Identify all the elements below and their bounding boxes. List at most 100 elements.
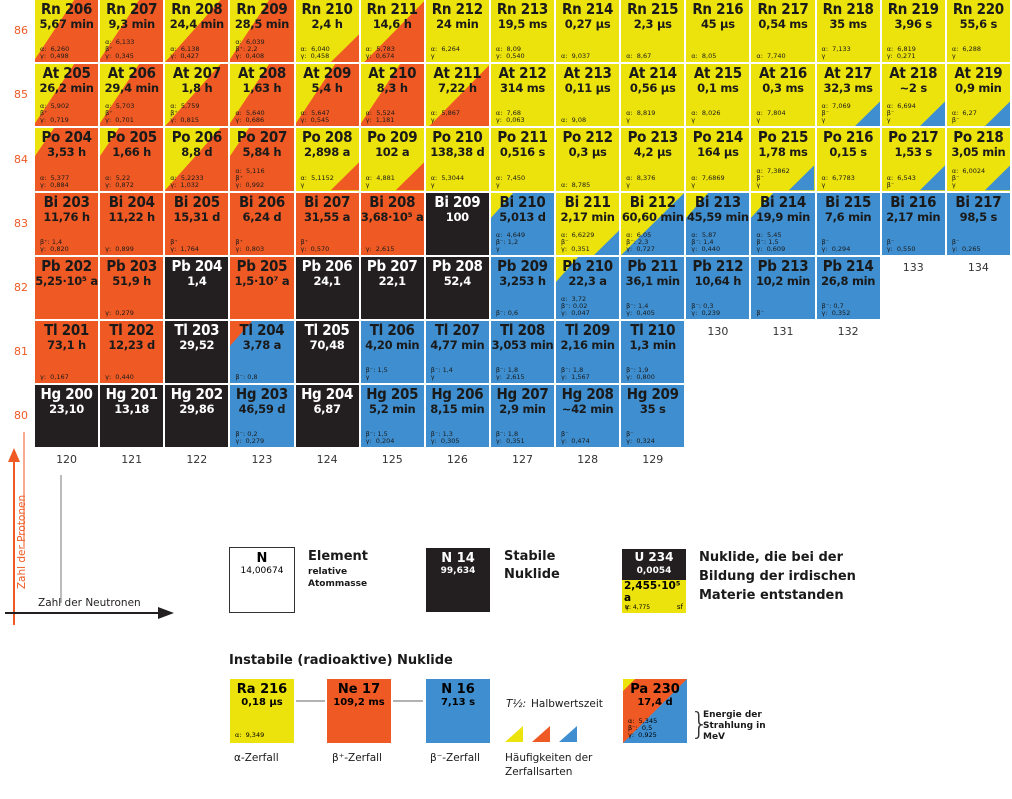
nuclide-energies: γ: 0,167 xyxy=(40,373,69,382)
nuclide-halflife: 31,55 a xyxy=(304,209,351,224)
nuclide-cell: Rn 213 19,5 ms α: 8,09 γ: 0,540 xyxy=(490,0,555,63)
nuclide-name: Bi 211 xyxy=(564,192,611,211)
nuclide-cell: Rn 218 35 ms α: 7,133 γ xyxy=(816,0,880,63)
proton-number-label: 81 xyxy=(14,345,28,359)
nuclide-energies: β⁻ xyxy=(756,308,765,317)
nuclide-energies: α: 5,524 γ: 1,181 xyxy=(365,109,395,125)
protons-axis-arrow xyxy=(8,448,20,462)
nuclide-cell: Tl 206 4,20 min β⁻: 1,5 γ xyxy=(360,321,424,384)
nuclide-halflife: 3,96 s xyxy=(894,17,933,31)
nuclide-halflife: 1,3 min xyxy=(629,338,677,352)
nuclide-cell: Hg 206 8,15 min β⁻: 1,3 γ: 0,305 xyxy=(425,385,489,448)
legend-betaplus-halflife: 109,2 ms xyxy=(333,697,385,708)
nuclide-cell: Tl 202 12,23 d γ: 0,440 xyxy=(100,321,164,384)
nuclide-cell: Pb 211 36,1 min β⁻: 1,4 γ: 0,405 xyxy=(621,256,685,319)
nuclide-halflife: 35 s xyxy=(639,402,666,417)
nuclide-halflife: 2,3 µs xyxy=(633,17,672,31)
nuclide-halflife: 26,2 min xyxy=(39,81,94,96)
nuclide-energies: β⁺ γ: 0,803 xyxy=(235,237,265,253)
nuclide-cell: Tl 209 2,16 min β⁻: 1,8 γ: 1,567 xyxy=(556,321,620,384)
nuclide-cell: Rn 217 0,54 ms α: 7,740 xyxy=(751,0,815,63)
nuclide-energies: α: 6,260 γ: 0,498 xyxy=(40,45,70,61)
nuclide-name: Bi 216 xyxy=(890,192,937,211)
nuclide-halflife: 0,11 µs xyxy=(564,81,611,96)
nuclide-cell: Bi 215 7,6 min β⁻ γ: 0,294 xyxy=(816,192,880,255)
legend-primordial-text-3: Materie entstanden xyxy=(699,588,844,603)
nuclide-halflife: 15,31 d xyxy=(173,209,221,224)
decay-share-triangle xyxy=(686,192,709,218)
neutron-number-label: 128 xyxy=(577,453,599,467)
decay-share-triangle xyxy=(621,192,685,255)
legend-betaplus-box: Ne 17 109,2 ms xyxy=(327,679,391,743)
nuclide-halflife: 22,3 a xyxy=(568,273,607,288)
decay-share-triangle xyxy=(35,0,75,60)
neutron-number-label: 121 xyxy=(121,453,143,467)
legend-stable-title-1: Stabile xyxy=(504,549,556,564)
nuclide-halflife: 29,86 xyxy=(179,402,215,417)
nuclide-name: Tl 205 xyxy=(304,321,350,339)
nuclide-name: Bi 206 xyxy=(238,192,285,211)
nuclide-cell: At 207 1,8 h α: 5,759 β⁺ γ: 0,815 xyxy=(165,64,229,127)
nuclide-energies: α: 5,867 γ xyxy=(430,109,460,125)
legend-primordial-name: U 234 xyxy=(634,550,674,564)
nuclide-cell: At 206 29,4 min α: 5,703 β⁺ γ: 0,701 xyxy=(100,64,164,127)
nuclide-halflife: 45 µs xyxy=(700,17,735,31)
frequency-triangles xyxy=(505,726,577,742)
nuclide-cell: Rn 207 9,3 min α: 6,133 β⁺ γ: 0,345 xyxy=(100,0,164,63)
nuclide-cell: Po 217 1,53 s α: 6,543 β⁻ xyxy=(881,128,945,191)
legend-stable-box: N 14 99,634 xyxy=(426,548,490,612)
nuclide-energies: β⁻: 0,2 γ: 0,279 xyxy=(235,430,265,446)
nuclide-cell: Po 209 102 a α: 4,881 γ xyxy=(360,128,424,191)
decay-share-triangle xyxy=(428,65,489,127)
legend-betaminus-caption: β⁻-Zerfall xyxy=(430,752,480,764)
nuclide-halflife: ~2 s xyxy=(899,81,928,96)
nuclide-cell: Hg 203 46,59 d β⁻: 0,2 γ: 0,279 xyxy=(230,385,294,448)
nuclide-name: Hg 200 xyxy=(40,385,93,404)
energy-caption-1: Energie der xyxy=(703,710,762,720)
nuclide-cell: Rn 214 0,27 µs α: 9,037 xyxy=(556,0,620,63)
nuclide-halflife: 1,66 h xyxy=(112,145,152,160)
nuclide-energies: α: 7,450 γ xyxy=(495,173,526,189)
nuclide-energies: α: 5,640 γ: 0,686 xyxy=(235,109,265,125)
nuclide-halflife: 36,1 min xyxy=(625,273,680,288)
nuclide-name: Pb 206 xyxy=(301,256,353,275)
nuclide-cell: At 205 26,2 min α: 5,902 β⁺ γ: 0,719 xyxy=(35,64,99,127)
neutron-number-label: 127 xyxy=(511,453,533,467)
nuclide-halflife: 5,2 min xyxy=(369,402,416,417)
nuclide-name: Hg 209 xyxy=(626,385,679,404)
nuclide-halflife: 138,38 d xyxy=(430,145,485,160)
legend-element-sub-1: relative xyxy=(308,567,348,577)
legend-betaminus-name: N 16 xyxy=(441,682,475,697)
nuclide-name: Rn 209 xyxy=(236,0,288,18)
nuclide-halflife: 29,4 min xyxy=(104,81,159,96)
nuclide-name: Po 211 xyxy=(497,128,548,147)
nuclide-halflife: 3,253 h xyxy=(499,273,546,288)
decay-share-triangle xyxy=(556,256,579,282)
nuclide-cell: Pb 212 10,64 h β⁻: 0,3 γ: 0,239 xyxy=(686,256,750,319)
nuclide-name: Pb 205 xyxy=(236,256,288,275)
nuclide-name: Po 218 xyxy=(953,128,1004,147)
nuclide-energies: β⁻ γ: 0,265 xyxy=(951,237,981,253)
nuclide-name: Bi 217 xyxy=(955,192,1002,211)
nuclide-cell: Pb 205 1,5·10⁷ a xyxy=(230,256,294,319)
legend-element-mass: 14,00674 xyxy=(240,566,284,576)
nuclide-cell: Rn 209 28,5 min α: 6,039 β⁺: 2,2 γ: 0,408 xyxy=(230,0,294,63)
neutron-number-label: 126 xyxy=(446,453,468,467)
nuclide-name: Po 208 xyxy=(301,128,353,147)
nuclide-energies: α: 6,694 β⁻ γ xyxy=(886,102,916,125)
nuclide-energies: α: 6,040 γ: 0,458 xyxy=(300,45,330,61)
nuclide-halflife: 2,17 min xyxy=(886,209,941,224)
neutrons-axis-arrow xyxy=(158,607,174,619)
nuclide-energies: α: 6,138 γ: 0,427 xyxy=(170,45,200,61)
nuclide-cell: At 209 5,4 h α: 5,647 γ: 0,545 xyxy=(295,64,359,127)
nuclide-name: Pb 202 xyxy=(41,256,92,275)
nuclide-halflife: 8,15 min xyxy=(430,402,485,417)
nuclide-name: Tl 202 xyxy=(109,321,155,339)
nuclide-halflife: 32,3 ms xyxy=(823,81,873,96)
nuclide-energies: β⁻ γ: 0,294 xyxy=(821,237,851,253)
nuclide-cell: Bi 206 6,24 d β⁺ γ: 0,803 xyxy=(230,192,294,255)
energy-caption-3: MeV xyxy=(703,732,726,742)
nuclide-energies: α: 5,377 γ: 0,884 xyxy=(40,173,70,189)
decay-share-triangle xyxy=(35,128,54,157)
decay-share-triangle xyxy=(230,0,270,60)
